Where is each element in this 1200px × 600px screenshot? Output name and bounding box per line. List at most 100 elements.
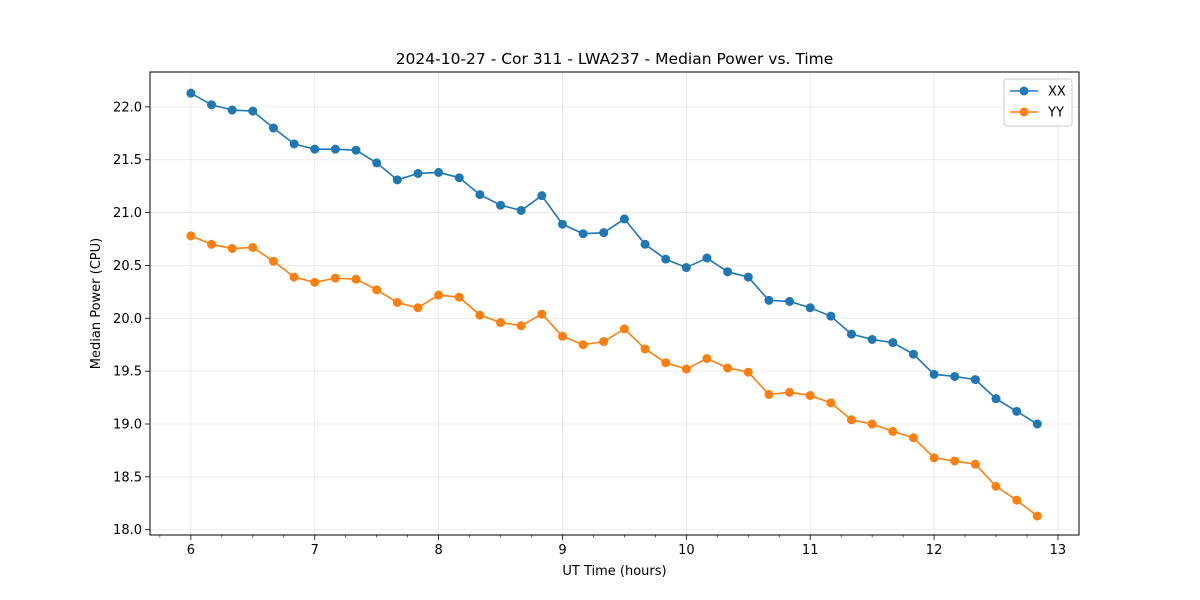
series-yy-point [950, 456, 960, 466]
series-yy-point [846, 415, 856, 425]
series-yy-point [785, 387, 795, 397]
series-xx-point [289, 139, 299, 149]
series-xx-point [599, 228, 609, 238]
y-tick-label: 18.5 [113, 470, 142, 485]
series-xx-point [227, 105, 237, 115]
series-xx-point [970, 375, 980, 385]
series-xx-point [702, 253, 712, 263]
series-xx-point [475, 190, 485, 200]
legend: XX YY [1003, 78, 1073, 127]
x-tick-label: 9 [558, 543, 566, 558]
legend-xx-marker [1019, 86, 1029, 96]
series-xx-point [392, 175, 402, 185]
series-xx-point [1032, 419, 1042, 429]
series-xx-point [310, 144, 320, 154]
series-yy-point [970, 459, 980, 469]
series-yy-point [826, 398, 836, 408]
series-yy-point [454, 292, 464, 302]
series-yy-point [867, 419, 877, 429]
series-yy-point [310, 277, 320, 287]
y-tick-label: 20.5 [113, 259, 142, 274]
series-yy-point [351, 274, 361, 284]
series-yy-point [723, 363, 733, 373]
series-yy-point [681, 364, 691, 374]
legend-xx-label: XX [1048, 85, 1066, 100]
series-yy-point [413, 303, 423, 313]
series-xx-point [557, 219, 567, 229]
y-tick-label: 21.5 [113, 153, 142, 168]
series-xx-point [413, 168, 423, 178]
series-yy-point [599, 337, 609, 347]
series-xx-point [950, 371, 960, 381]
series-xx-point [661, 254, 671, 264]
series-xx-point [248, 106, 258, 116]
series-xx-point [764, 295, 774, 305]
series-xx-point [351, 145, 361, 155]
series-yy-point [1012, 495, 1022, 505]
series-yy-point [619, 324, 629, 334]
series-xx-point [619, 214, 629, 224]
series-yy-point [268, 256, 278, 266]
series-xx-point [434, 167, 444, 177]
x-tick-label: 6 [187, 543, 195, 558]
series-xx-point [826, 311, 836, 321]
series-yy-point [764, 389, 774, 399]
series-xx-point [888, 338, 898, 348]
y-tick-label: 18.0 [113, 523, 142, 538]
x-tick-label: 8 [434, 543, 442, 558]
series-yy-point [248, 242, 258, 252]
series-yy-point [991, 481, 1001, 491]
series-xx-point [723, 267, 733, 277]
series-yy-point [743, 367, 753, 377]
series-xx-point [372, 158, 382, 168]
y-tick-label: 19.0 [113, 418, 142, 433]
series-xx-point [929, 369, 939, 379]
series-layer [186, 88, 1042, 521]
series-yy-point [330, 273, 340, 283]
series-xx-point [805, 303, 815, 313]
series-xx-point [186, 88, 196, 98]
x-tick-label: 10 [678, 543, 695, 558]
series-xx-point [785, 296, 795, 306]
x-axis-label: UT Time (hours) [562, 564, 666, 579]
grid-lines [150, 72, 1079, 535]
series-yy-point [557, 331, 567, 341]
axis-ticks: 6 7 8 9 10 11 12 13 18.0 18.5 19.0 19.5 20.0 20.5 21.0… [113, 100, 1066, 558]
series-yy-point [227, 244, 237, 254]
series-xx-point [207, 100, 217, 110]
series-yy-point [207, 239, 217, 249]
series-yy-point [392, 297, 402, 307]
series-yy-point [372, 285, 382, 295]
x-tick-label: 7 [311, 543, 319, 558]
series-yy-point [929, 453, 939, 463]
y-tick-label: 21.0 [113, 206, 142, 221]
series-yy-point [434, 290, 444, 300]
series-yy-point [475, 310, 485, 320]
series-xx-point [846, 329, 856, 339]
series-xx-point [454, 173, 464, 183]
series-xx-point [908, 349, 918, 359]
series-xx-point [330, 144, 340, 154]
series-yy-point [516, 321, 526, 331]
series-yy-point [640, 344, 650, 354]
y-tick-label: 20.0 [113, 312, 142, 327]
series-yy-point [1032, 511, 1042, 521]
series-xx-point [537, 191, 547, 201]
series-xx-point [867, 334, 877, 344]
series-yy-point [496, 318, 506, 328]
series-xx-point [681, 263, 691, 273]
legend-yy-label: YY [1047, 106, 1064, 121]
x-tick-label: 13 [1050, 543, 1067, 558]
plot-frame [149, 71, 1080, 536]
series-xx-point [743, 272, 753, 282]
y-axis-label: Median Power (CPU) [89, 238, 104, 369]
series-xx-point [991, 394, 1001, 404]
series-xx-point [268, 123, 278, 133]
series-yy-point [661, 358, 671, 368]
series-yy-point [805, 390, 815, 400]
series-xx-point [640, 239, 650, 249]
series-xx-point [578, 229, 588, 239]
series-yy-point [908, 433, 918, 443]
y-tick-label: 19.5 [113, 365, 142, 380]
